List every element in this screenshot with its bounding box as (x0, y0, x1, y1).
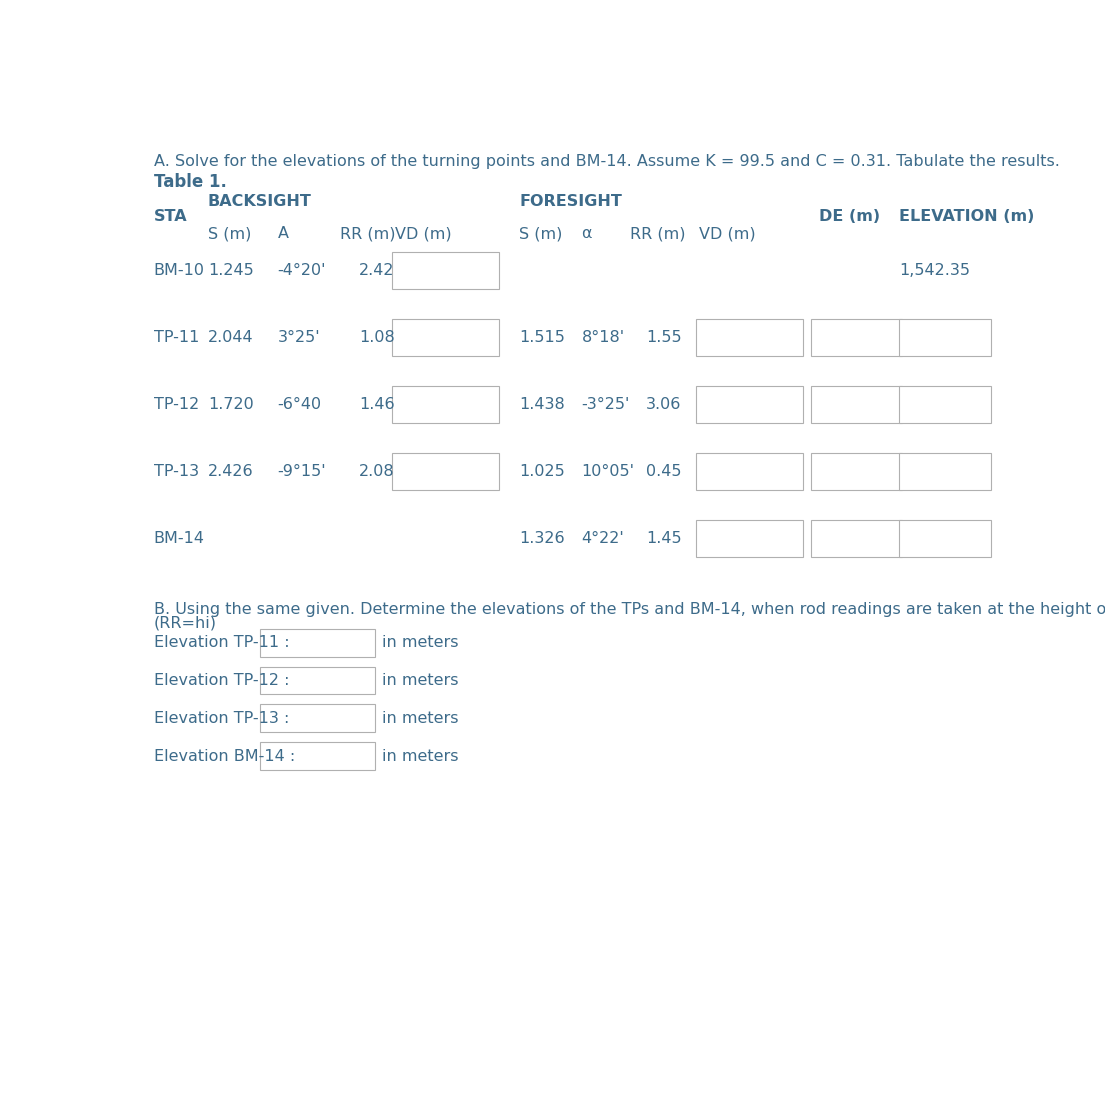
Text: RR (m): RR (m) (630, 226, 686, 242)
Text: in meters: in meters (382, 749, 459, 763)
Text: FORESIGHT: FORESIGHT (519, 194, 622, 208)
Text: 2.42: 2.42 (359, 264, 394, 278)
Text: S (m): S (m) (519, 226, 562, 242)
Text: TP-12: TP-12 (154, 397, 199, 413)
FancyBboxPatch shape (392, 454, 499, 490)
Text: in meters: in meters (382, 635, 459, 650)
Text: -6°40: -6°40 (277, 397, 322, 413)
Text: Elevation BM-14 :: Elevation BM-14 : (154, 749, 295, 763)
Text: 1.55: 1.55 (645, 330, 682, 345)
Text: Elevation TP-12 :: Elevation TP-12 : (154, 673, 290, 688)
Text: 1.08: 1.08 (359, 330, 394, 345)
FancyBboxPatch shape (260, 667, 375, 694)
FancyBboxPatch shape (392, 253, 499, 289)
Text: Elevation TP-11 :: Elevation TP-11 : (154, 635, 290, 650)
Text: A. Solve for the elevations of the turning points and BM-14. Assume K = 99.5 and: A. Solve for the elevations of the turni… (154, 154, 1060, 169)
FancyBboxPatch shape (260, 742, 375, 770)
Text: in meters: in meters (382, 673, 459, 688)
FancyBboxPatch shape (811, 386, 903, 424)
FancyBboxPatch shape (899, 319, 990, 356)
Text: TP-13: TP-13 (154, 465, 199, 479)
FancyBboxPatch shape (899, 386, 990, 424)
FancyBboxPatch shape (392, 386, 499, 424)
FancyBboxPatch shape (392, 319, 499, 356)
Text: 3.06: 3.06 (645, 397, 681, 413)
Text: 8°18': 8°18' (581, 330, 624, 345)
Text: A: A (277, 226, 288, 242)
Text: 2.044: 2.044 (208, 330, 253, 345)
Text: VD (m): VD (m) (699, 226, 756, 242)
Text: ELEVATION (m): ELEVATION (m) (899, 210, 1034, 224)
Text: BM-10: BM-10 (154, 264, 204, 278)
FancyBboxPatch shape (811, 520, 903, 558)
Text: 1.46: 1.46 (359, 397, 394, 413)
Text: 1,542.35: 1,542.35 (899, 264, 970, 278)
Text: 2.08: 2.08 (359, 465, 394, 479)
Text: VD (m): VD (m) (396, 226, 452, 242)
Text: 1.025: 1.025 (519, 465, 565, 479)
Text: Elevation TP-13 :: Elevation TP-13 : (154, 711, 290, 725)
Text: 4°22': 4°22' (581, 531, 624, 547)
Text: 1.45: 1.45 (645, 531, 682, 547)
Text: -9°15': -9°15' (277, 465, 326, 479)
Text: α: α (581, 226, 592, 242)
FancyBboxPatch shape (899, 520, 990, 558)
Text: BM-14: BM-14 (154, 531, 204, 547)
Text: 1.515: 1.515 (519, 330, 566, 345)
FancyBboxPatch shape (696, 520, 803, 558)
Text: -4°20': -4°20' (277, 264, 326, 278)
Text: 0.45: 0.45 (645, 465, 682, 479)
FancyBboxPatch shape (696, 454, 803, 490)
FancyBboxPatch shape (899, 454, 990, 490)
Text: S (m): S (m) (208, 226, 251, 242)
Text: 10°05': 10°05' (581, 465, 634, 479)
Text: 3°25': 3°25' (277, 330, 320, 345)
Text: B. Using the same given. Determine the elevations of the TPs and BM-14, when rod: B. Using the same given. Determine the e… (154, 602, 1105, 617)
Text: (RR=hi): (RR=hi) (154, 615, 217, 631)
FancyBboxPatch shape (811, 319, 903, 356)
Text: 2.426: 2.426 (208, 465, 253, 479)
FancyBboxPatch shape (811, 454, 903, 490)
Text: DE (m): DE (m) (819, 210, 880, 224)
Text: 1.438: 1.438 (519, 397, 565, 413)
Text: BACKSIGHT: BACKSIGHT (208, 194, 312, 208)
Text: -3°25': -3°25' (581, 397, 630, 413)
Text: RR (m): RR (m) (339, 226, 396, 242)
Text: 1.245: 1.245 (208, 264, 254, 278)
FancyBboxPatch shape (260, 704, 375, 732)
FancyBboxPatch shape (696, 386, 803, 424)
FancyBboxPatch shape (260, 629, 375, 657)
Text: Table 1.: Table 1. (154, 173, 227, 191)
Text: STA: STA (154, 210, 187, 224)
Text: in meters: in meters (382, 711, 459, 725)
Text: TP-11: TP-11 (154, 330, 199, 345)
Text: 1.326: 1.326 (519, 531, 565, 547)
Text: 1.720: 1.720 (208, 397, 254, 413)
FancyBboxPatch shape (696, 319, 803, 356)
